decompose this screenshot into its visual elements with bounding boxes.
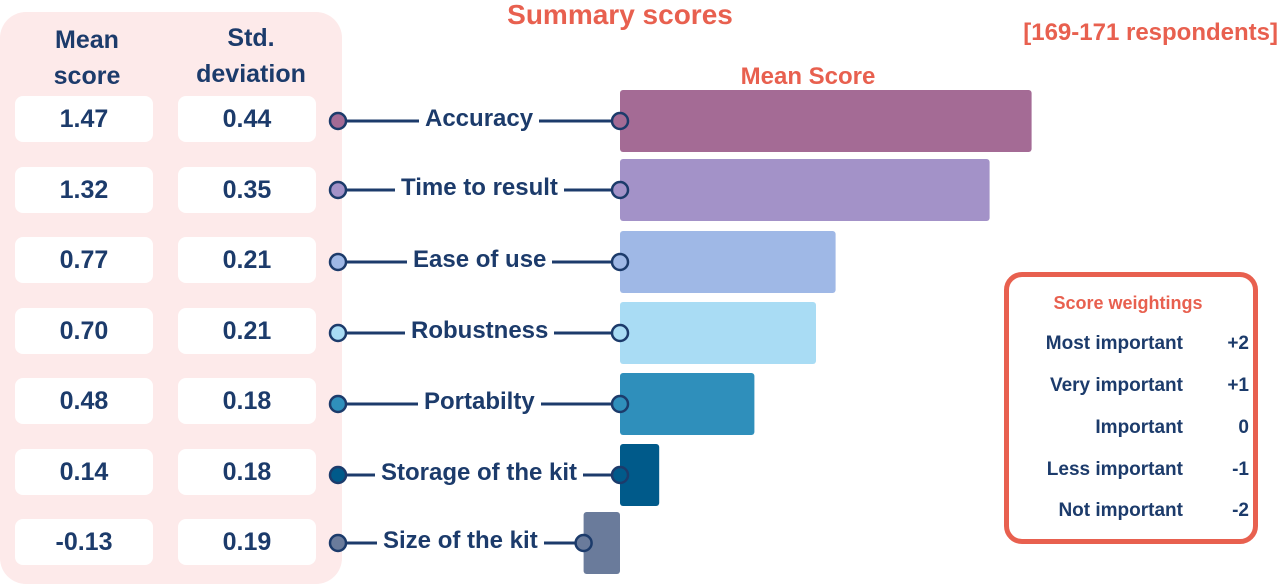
weighting-value: -1 bbox=[1232, 459, 1249, 480]
std-deviation-cell: 0.35 bbox=[178, 167, 316, 213]
respondents-count: [169-171 respondents] bbox=[1023, 19, 1278, 46]
bar-size-of-the-kit bbox=[583, 512, 620, 574]
mean-score-header: Mean score bbox=[12, 22, 162, 94]
weighting-value: +1 bbox=[1227, 375, 1249, 396]
std-header-line-1: Std. bbox=[227, 24, 275, 52]
factor-label: Time to result bbox=[395, 171, 564, 205]
factor-label: Storage of the kit bbox=[375, 456, 584, 490]
std-deviation-cell: 0.18 bbox=[178, 449, 316, 495]
factor-label: Size of the kit bbox=[377, 524, 544, 558]
bar-ease-of-use bbox=[620, 231, 836, 293]
score-weightings-box: Score weightings Most important +2 Very im… bbox=[1004, 272, 1258, 544]
table-anchor-dot bbox=[328, 465, 348, 485]
mean-header-line-2: score bbox=[53, 62, 121, 90]
std-deviation-cell: 0.18 bbox=[178, 378, 316, 424]
score-weightings-title: Score weightings bbox=[1053, 293, 1203, 313]
bar-anchor-dot bbox=[610, 180, 630, 200]
std-deviation-cell: 0.19 bbox=[178, 519, 316, 565]
factor-label: Accuracy bbox=[419, 102, 540, 136]
weighting-label: Most important bbox=[1045, 333, 1183, 354]
weighting-label: Not important bbox=[1058, 500, 1183, 521]
std-deviation-cell: 0.44 bbox=[178, 96, 316, 142]
mean-score-cell: 1.32 bbox=[15, 167, 153, 213]
weighting-value: 0 bbox=[1238, 417, 1249, 438]
bar-anchor-dot bbox=[574, 533, 593, 553]
mean-score-cell: -0.13 bbox=[15, 519, 153, 565]
weighting-value: +2 bbox=[1227, 333, 1249, 354]
bar-anchor-dot bbox=[610, 465, 630, 485]
chart-title: Summary scores bbox=[507, 0, 733, 30]
bar-anchor-dot bbox=[610, 394, 630, 414]
mean-score-cell: 0.48 bbox=[15, 378, 153, 424]
mean-score-cell: 0.14 bbox=[15, 449, 153, 495]
table-anchor-dot bbox=[328, 252, 348, 272]
weighting-value: -2 bbox=[1232, 500, 1249, 521]
table-anchor-dot bbox=[328, 394, 348, 414]
mean-score-cell: 0.70 bbox=[15, 308, 153, 354]
factor-label: Robustness bbox=[405, 314, 555, 348]
mean-score-cell: 1.47 bbox=[15, 96, 153, 142]
std-deviation-cell: 0.21 bbox=[178, 308, 316, 354]
mean-score-axis-title: Mean Score bbox=[740, 63, 876, 90]
bar-robustness bbox=[620, 302, 816, 364]
bar-time-to-result bbox=[620, 159, 990, 221]
bar-accuracy bbox=[620, 90, 1032, 152]
mean-header-line-1: Mean bbox=[55, 26, 119, 54]
table-anchor-dot bbox=[328, 533, 348, 553]
weighting-label: Very important bbox=[1049, 375, 1183, 396]
factor-label: Ease of use bbox=[407, 243, 553, 277]
mean-score-cell: 0.77 bbox=[15, 237, 153, 283]
factor-label: Portabilty bbox=[418, 385, 541, 419]
bar-anchor-dot bbox=[610, 323, 630, 343]
weighting-label: Less important bbox=[1046, 459, 1183, 480]
table-anchor-dot bbox=[328, 111, 348, 131]
table-anchor-dot bbox=[328, 180, 348, 200]
table-anchor-dot bbox=[328, 323, 348, 343]
bar-anchor-dot bbox=[610, 252, 630, 272]
std-header-line-2: deviation bbox=[196, 60, 306, 88]
weighting-label: Important bbox=[1095, 417, 1183, 438]
bar-portabilty bbox=[620, 373, 755, 435]
bar-anchor-dot bbox=[610, 111, 630, 131]
std-deviation-header: Std. deviation bbox=[176, 20, 326, 92]
std-deviation-cell: 0.21 bbox=[178, 237, 316, 283]
bar-storage-of-the-kit bbox=[620, 444, 660, 506]
